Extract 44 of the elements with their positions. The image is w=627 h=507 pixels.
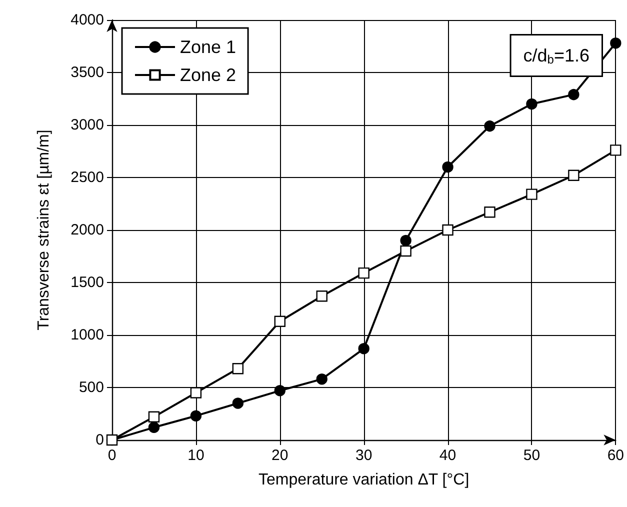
point: [400, 245, 412, 257]
x-tick-label: 30: [355, 447, 372, 464]
legend-label: Zone 1: [180, 37, 236, 57]
point: [442, 161, 454, 173]
point: [232, 398, 244, 409]
point: [148, 411, 160, 422]
point: [316, 374, 328, 385]
x-tick-label: 10: [188, 447, 204, 464]
point: [610, 38, 622, 49]
legend-label: Zone 2: [180, 65, 236, 85]
y-tick-label: 4000: [70, 12, 104, 28]
point: [442, 224, 454, 236]
x-tick-label: 40: [439, 447, 456, 464]
point: [358, 267, 370, 279]
point: [610, 144, 622, 156]
x-tick-label: 50: [523, 447, 540, 464]
y-tick-label: 3000: [70, 116, 104, 134]
x-axis-title: Temperature variation ΔT [°C]: [258, 472, 470, 488]
point: [400, 234, 412, 246]
point: [526, 188, 538, 200]
point: [274, 385, 286, 396]
point: [568, 88, 580, 100]
point: [358, 343, 370, 354]
point: [190, 387, 202, 398]
x-tick-label: 20: [272, 447, 288, 464]
point: [274, 316, 286, 327]
x-tick-label: 0: [108, 447, 116, 464]
point: [484, 206, 496, 218]
y-tick-label: 0: [96, 432, 104, 448]
y-tick-label: 3500: [70, 64, 104, 81]
point: [232, 363, 244, 374]
y-tick-label: 1500: [70, 274, 104, 291]
y-tick-label: 500: [78, 379, 104, 396]
y-axis-title: Transverse strains εt [µm/m]: [36, 130, 52, 330]
y-tick-label: 2500: [70, 169, 104, 186]
point: [316, 290, 328, 302]
point: [568, 170, 580, 181]
point: [148, 422, 160, 433]
y-tick-label: 2000: [70, 222, 104, 238]
x-tick-label: 60: [607, 447, 624, 464]
point: [526, 98, 538, 110]
y-tick-label: 1000: [70, 326, 104, 344]
point: [484, 120, 496, 132]
point: [190, 410, 202, 422]
